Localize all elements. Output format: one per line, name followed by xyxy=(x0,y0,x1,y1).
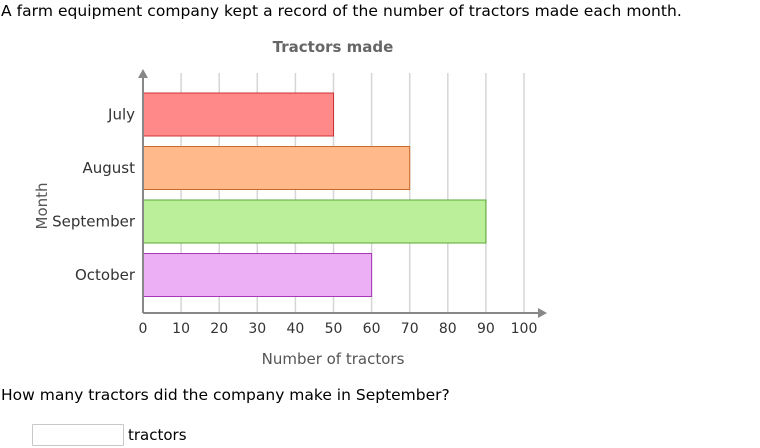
x-tick-label: 0 xyxy=(139,321,148,337)
x-tick-label: 70 xyxy=(401,321,419,337)
category-label: October xyxy=(75,266,136,284)
x-axis-label: Number of tractors xyxy=(262,350,405,368)
x-tick-label: 60 xyxy=(363,321,381,337)
x-tick-label: 30 xyxy=(248,321,266,337)
x-tick-label: 40 xyxy=(286,321,304,337)
x-tick-label: 80 xyxy=(439,321,457,337)
answer-row: tractors xyxy=(32,424,187,446)
question-text: How many tractors did the company make i… xyxy=(1,386,450,404)
y-axis-label: Month xyxy=(33,182,51,229)
category-label: September xyxy=(52,213,136,231)
category-label: July xyxy=(107,106,135,124)
x-tick-label: 90 xyxy=(477,321,495,337)
category-label: August xyxy=(83,159,136,177)
x-tick-label: 100 xyxy=(511,321,538,337)
chart-title: Tractors made xyxy=(273,38,394,56)
x-tick-label: 50 xyxy=(325,321,343,337)
answer-unit-label: tractors xyxy=(128,426,187,444)
chart: Tractors made Number of tractors Month J… xyxy=(33,38,547,368)
bar-october xyxy=(142,253,373,297)
y-axis-arrow xyxy=(138,69,148,78)
x-tick-label: 20 xyxy=(210,321,228,337)
bar-july xyxy=(142,92,334,137)
bar-chart-svg: Tractors made Number of tractors Month J… xyxy=(33,38,547,368)
bar-august xyxy=(142,146,411,190)
bar-september xyxy=(142,199,487,244)
x-axis-arrow xyxy=(538,308,547,318)
x-tick-label: 10 xyxy=(172,321,190,337)
intro-text: A farm equipment company kept a record o… xyxy=(1,2,682,20)
answer-input[interactable] xyxy=(32,424,124,446)
